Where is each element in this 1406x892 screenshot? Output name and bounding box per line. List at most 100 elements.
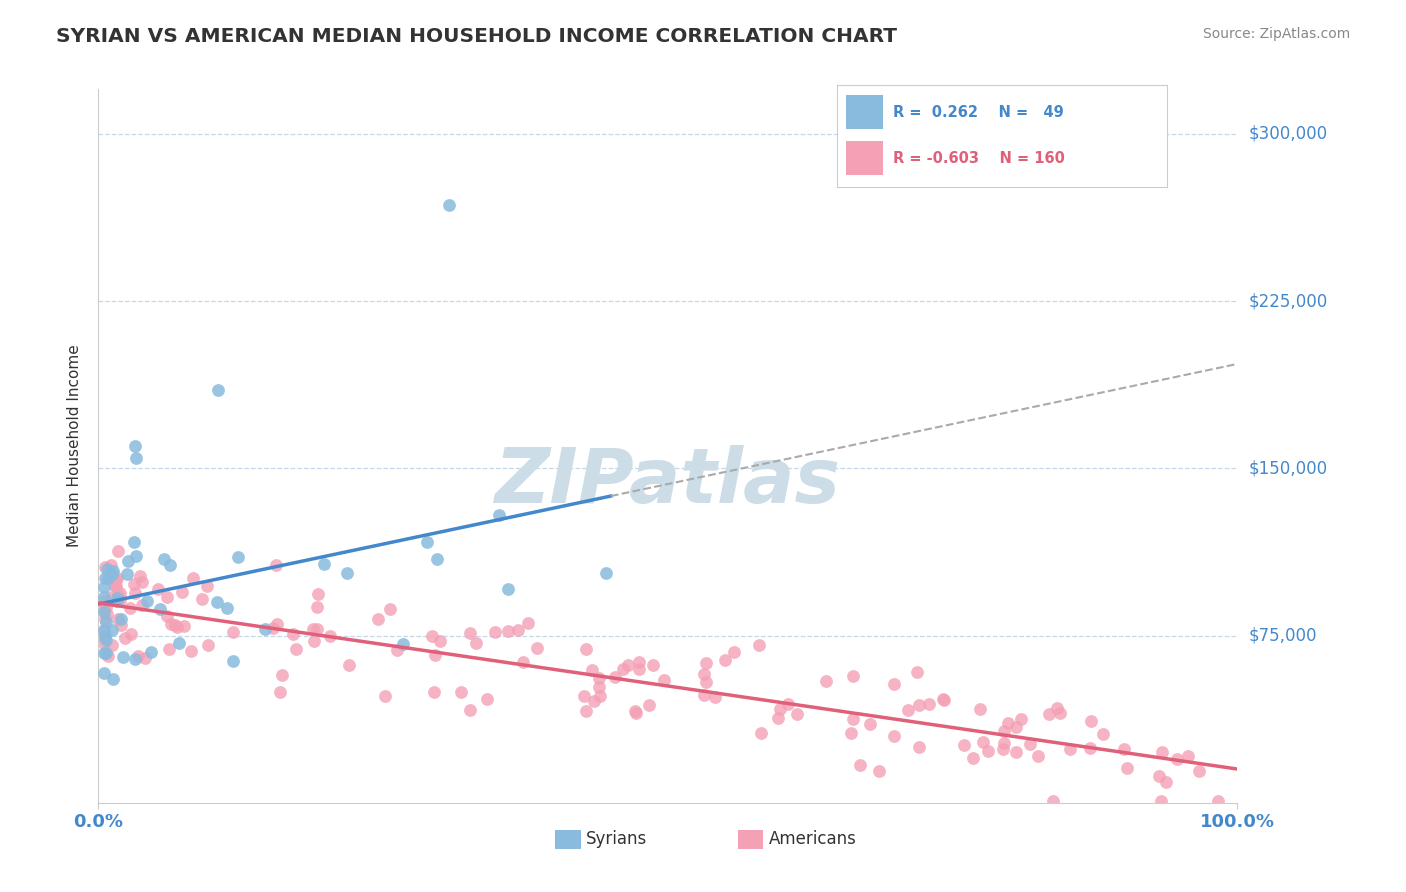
Point xyxy=(1112,741,1135,756)
Point xyxy=(160,616,183,631)
Point xyxy=(868,764,890,778)
Point xyxy=(1004,720,1026,734)
Point xyxy=(264,558,287,572)
Text: Source: ZipAtlas.com: Source: ZipAtlas.com xyxy=(1202,27,1350,41)
Point xyxy=(638,698,661,713)
Point xyxy=(226,550,249,565)
Point xyxy=(595,566,617,580)
Point xyxy=(285,641,308,656)
Text: $225,000: $225,000 xyxy=(1249,292,1327,310)
Point xyxy=(786,707,808,722)
Point xyxy=(266,617,288,632)
Point xyxy=(93,646,115,660)
Point xyxy=(997,715,1019,730)
Point xyxy=(205,595,228,609)
Point xyxy=(993,736,1015,750)
Point xyxy=(932,692,955,706)
Point xyxy=(623,704,645,718)
Point xyxy=(191,592,214,607)
Point xyxy=(222,625,245,640)
Point xyxy=(1038,707,1060,722)
Point xyxy=(385,642,408,657)
Point xyxy=(93,624,115,638)
Point xyxy=(222,654,245,668)
Point xyxy=(217,600,239,615)
Point xyxy=(496,624,519,638)
Point xyxy=(1078,741,1101,756)
Point xyxy=(391,637,413,651)
Point xyxy=(105,594,128,608)
Point xyxy=(117,554,139,568)
Point xyxy=(1005,745,1028,759)
Point xyxy=(498,582,520,596)
Point xyxy=(118,601,141,615)
Point xyxy=(114,631,136,645)
Point xyxy=(627,655,650,669)
Point xyxy=(627,662,650,676)
Point xyxy=(583,693,606,707)
Point xyxy=(93,665,115,680)
Point xyxy=(94,560,117,574)
Point xyxy=(197,638,219,652)
Point xyxy=(107,611,129,625)
Point xyxy=(458,703,481,717)
FancyBboxPatch shape xyxy=(846,95,883,128)
Point xyxy=(918,697,941,711)
Point xyxy=(173,618,195,632)
Point xyxy=(484,625,506,640)
Point xyxy=(624,706,647,720)
Point xyxy=(101,672,124,686)
Point xyxy=(778,698,800,712)
Point xyxy=(104,579,127,593)
Point xyxy=(93,624,115,638)
Point xyxy=(693,667,716,681)
Point xyxy=(93,605,115,619)
Point xyxy=(723,645,745,659)
Point xyxy=(897,703,920,717)
Point xyxy=(848,758,870,772)
Point xyxy=(336,566,359,580)
Point xyxy=(883,677,905,691)
Point xyxy=(581,663,603,677)
Point xyxy=(319,629,342,643)
Point xyxy=(908,739,931,754)
Point xyxy=(953,738,976,752)
Point xyxy=(305,600,328,615)
Point xyxy=(93,593,115,607)
Point xyxy=(94,599,117,614)
Point xyxy=(101,567,124,582)
Point xyxy=(1166,752,1188,766)
Point xyxy=(262,621,284,635)
Point xyxy=(588,680,610,694)
Point xyxy=(96,607,118,621)
Point xyxy=(124,652,146,666)
Point xyxy=(94,571,117,585)
Point xyxy=(1010,712,1032,726)
Point xyxy=(97,571,120,585)
Point xyxy=(1028,749,1050,764)
Point xyxy=(972,735,994,749)
Point xyxy=(516,615,538,630)
Point xyxy=(124,585,146,599)
Point xyxy=(464,636,486,650)
Point xyxy=(1150,794,1173,808)
Point xyxy=(110,618,132,632)
Point xyxy=(271,667,294,681)
Point xyxy=(1019,737,1042,751)
Text: Americans: Americans xyxy=(769,830,858,848)
Point xyxy=(101,623,124,637)
Point xyxy=(111,649,134,664)
Point xyxy=(163,617,186,632)
Point xyxy=(766,711,789,725)
Point xyxy=(488,508,510,522)
Point xyxy=(115,567,138,582)
Point xyxy=(129,569,152,583)
Point xyxy=(652,673,675,687)
Point xyxy=(149,602,172,616)
Point xyxy=(93,636,115,650)
Point xyxy=(1149,769,1171,783)
Point xyxy=(962,751,984,765)
Point xyxy=(526,640,548,655)
Point xyxy=(301,622,323,636)
Point xyxy=(908,698,931,712)
